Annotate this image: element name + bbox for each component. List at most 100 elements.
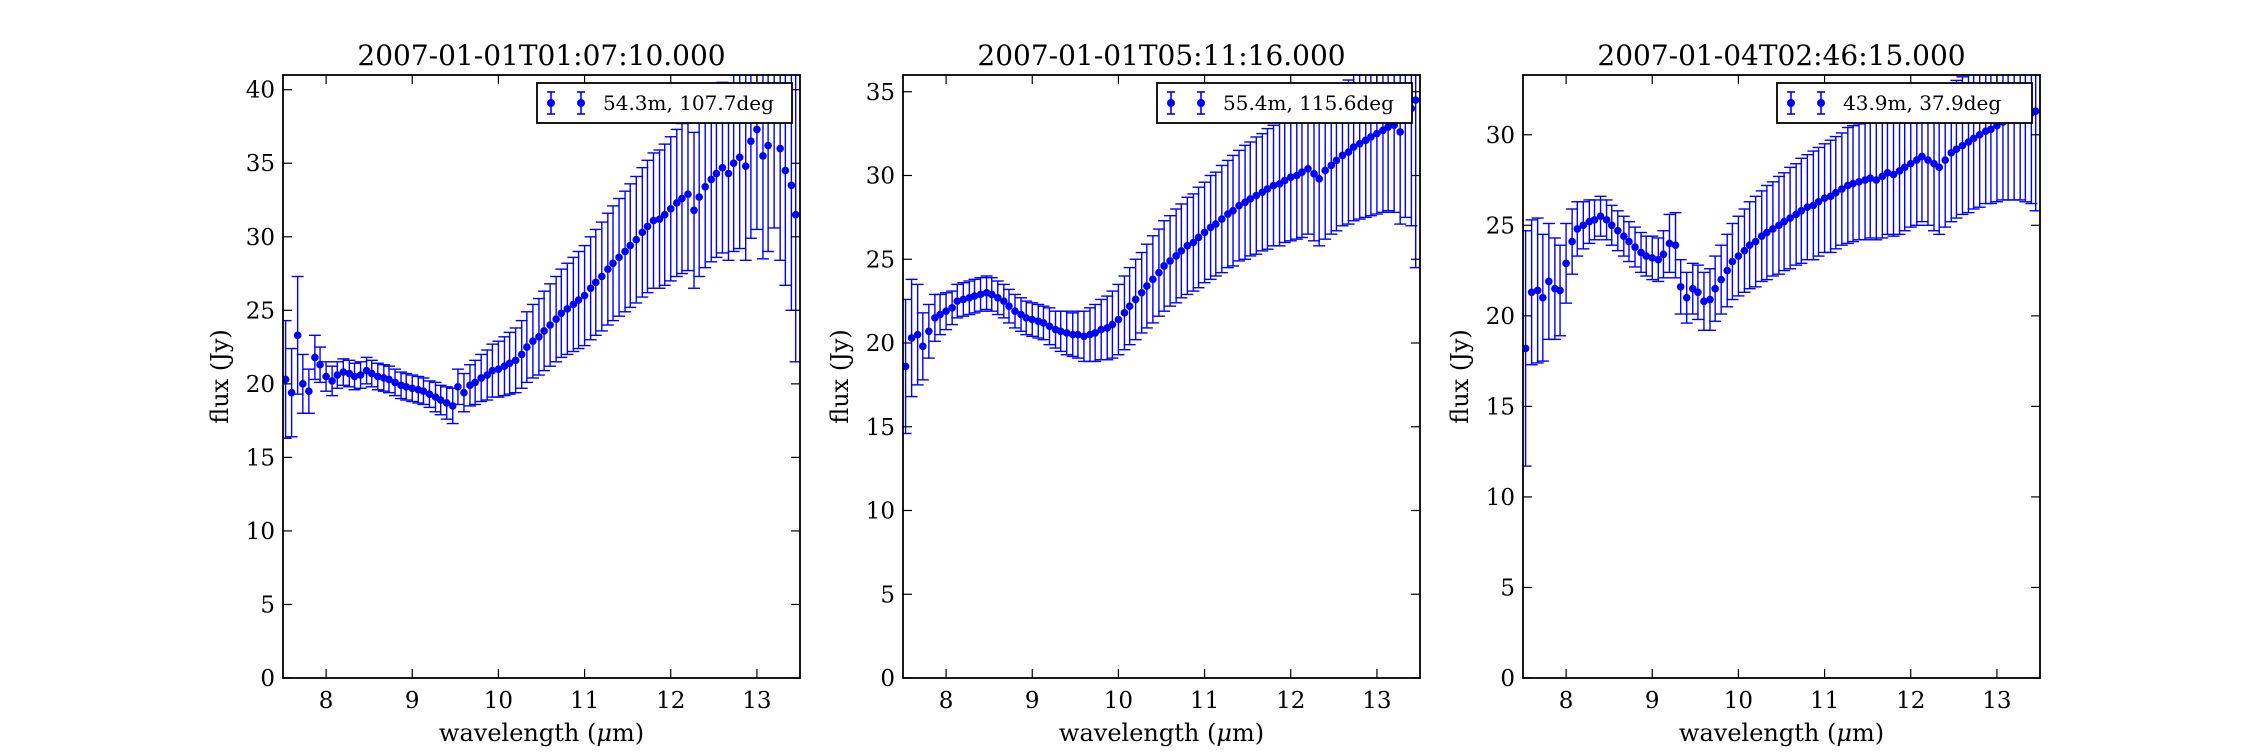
data-point (1987, 125, 1995, 134)
x-tick-label: 9 (1025, 688, 1040, 714)
data-point (1194, 233, 1203, 242)
data-point (1952, 145, 1961, 154)
x-tick-label: 13 (1362, 688, 1391, 714)
data-point (1900, 163, 1909, 172)
data-point (1728, 257, 1737, 266)
data-point (1745, 241, 1754, 250)
data-point (1545, 277, 1553, 286)
data-point (626, 241, 635, 250)
data-point (1906, 159, 1915, 168)
data-point (1831, 188, 1840, 197)
data-point (1183, 242, 1192, 250)
y-tick-label: 10 (866, 499, 895, 525)
data-point (1125, 302, 1134, 310)
y-axis-label: flux (Jy) (826, 329, 854, 424)
data-point (907, 334, 916, 342)
data-point (1918, 152, 1926, 161)
data-point (791, 210, 800, 219)
data-point (1080, 332, 1088, 341)
data-point (1797, 207, 1806, 215)
data-point (1062, 329, 1071, 337)
data-point (1527, 288, 1536, 297)
data-point (483, 371, 492, 379)
data-point (1310, 170, 1318, 178)
legend: 43.9m, 37.9deg (1776, 82, 2033, 124)
data-point (1883, 168, 1892, 177)
data-point (442, 399, 451, 407)
data-point (787, 181, 796, 190)
data-point (1769, 225, 1777, 233)
x-tick-label: 10 (1104, 688, 1133, 714)
x-tick-label: 10 (1724, 688, 1753, 714)
x-axis-label-mu: μ (1216, 719, 1232, 747)
data-point (953, 297, 962, 305)
data-point (913, 330, 922, 339)
data-point (367, 369, 376, 378)
data-point (1074, 330, 1082, 339)
y-axis-label: flux (Jy) (1446, 329, 1474, 424)
data-point (1786, 214, 1794, 222)
data-point (1682, 293, 1691, 302)
data-point (1763, 228, 1771, 237)
data-point (391, 378, 399, 387)
x-axis-label-prefix: wavelength ( (1679, 719, 1836, 747)
data-point (1120, 309, 1129, 317)
y-tick-label: 30 (866, 164, 895, 190)
data-point (350, 372, 359, 381)
data-point (1411, 96, 1420, 104)
data-point (993, 293, 1002, 302)
data-point (1969, 134, 1978, 143)
data-point (505, 359, 514, 368)
data-point (1367, 133, 1375, 141)
data-point (776, 144, 784, 153)
data-point (1304, 165, 1312, 173)
data-point (299, 380, 307, 388)
data-point (494, 365, 503, 373)
y-tick-label: 35 (246, 151, 275, 177)
data-point (1523, 344, 1530, 353)
data-point (1533, 286, 1542, 295)
y-tick-label: 5 (1500, 575, 1515, 601)
data-point (488, 366, 497, 375)
data-point (1573, 225, 1582, 233)
data-point (753, 125, 761, 134)
y-tick-label: 5 (880, 582, 895, 608)
data-point (701, 182, 710, 191)
data-point (1263, 185, 1272, 193)
data-point (678, 194, 686, 203)
y-tick-label: 20 (246, 372, 275, 398)
y-tick-label: 20 (866, 331, 895, 357)
y-tick-label: 25 (1486, 213, 1515, 239)
data-point (1286, 173, 1295, 181)
x-tick-label: 11 (1810, 688, 1839, 714)
data-point (764, 141, 772, 150)
data-point (1200, 228, 1209, 237)
data-point (672, 199, 681, 207)
data-point (546, 321, 554, 329)
y-tick-label: 35 (866, 80, 895, 106)
data-point (1269, 181, 1278, 190)
data-point (1384, 123, 1392, 131)
legend-marker (1817, 99, 1825, 107)
data-point (436, 396, 445, 404)
data-point (316, 360, 324, 369)
data-point (580, 291, 589, 300)
chart-title: 2007-01-04T02:46:15.000 (1597, 39, 1965, 72)
data-point (523, 343, 531, 351)
x-tick-label: 13 (742, 688, 771, 714)
y-tick-label: 0 (1500, 666, 1515, 692)
data-point (1596, 212, 1605, 221)
data-point (1218, 215, 1226, 223)
data-point (1556, 286, 1564, 295)
legend: 54.3m, 107.7deg (536, 82, 793, 124)
x-axis-label-suffix: m) (612, 719, 644, 747)
x-axis-label-prefix: wavelength ( (1059, 719, 1216, 747)
data-point (1539, 293, 1547, 302)
y-tick-label: 15 (866, 415, 895, 441)
data-point (1108, 320, 1117, 329)
data-point (1631, 243, 1639, 251)
data-point (598, 272, 606, 281)
data-point (333, 371, 342, 379)
y-tick-label: 25 (246, 298, 275, 324)
data-point (1975, 130, 1984, 139)
